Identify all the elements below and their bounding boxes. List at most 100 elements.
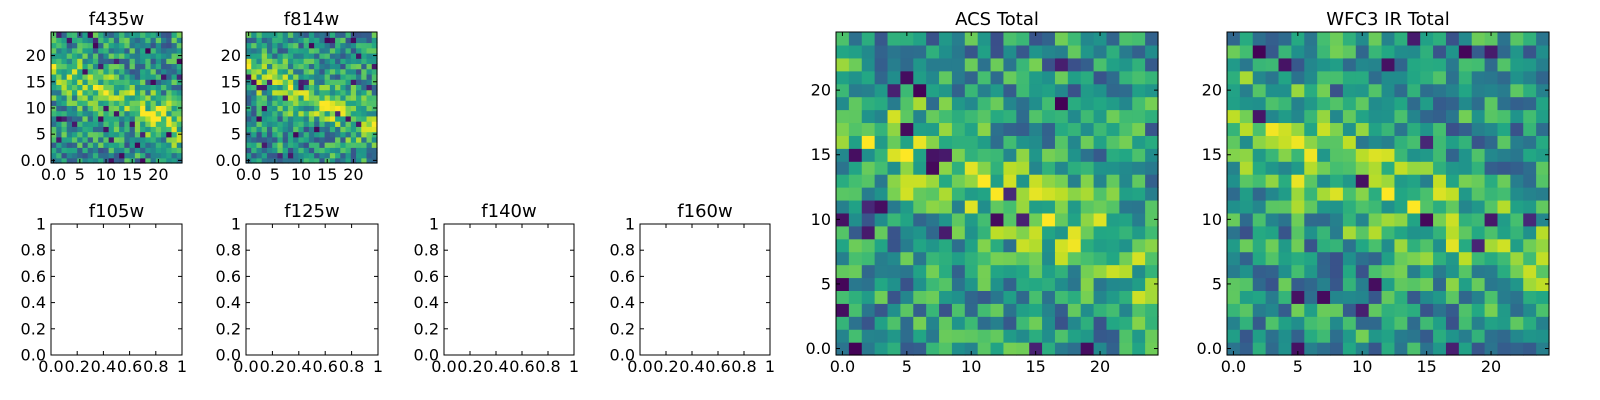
heatmap-cell xyxy=(340,63,347,70)
heatmap-cell xyxy=(1471,32,1486,46)
heatmap-cell xyxy=(51,121,57,127)
heatmap-cell xyxy=(913,212,927,227)
heatmap-cell xyxy=(1523,251,1537,266)
heatmap-cell xyxy=(1330,135,1344,149)
heatmap-cell xyxy=(1394,148,1408,162)
heatmap-cell xyxy=(836,329,850,343)
heatmap-cell xyxy=(900,32,914,46)
heatmap-cell xyxy=(71,37,78,44)
heatmap-cell xyxy=(1317,187,1331,201)
y-tick-label: 0.0 xyxy=(414,346,439,365)
heatmap-cell xyxy=(150,100,157,106)
heatmap-cell xyxy=(977,109,992,124)
heatmap-cell xyxy=(171,79,178,85)
heatmap-cell xyxy=(913,174,927,188)
heatmap-cell xyxy=(1145,199,1159,214)
heatmap-cell xyxy=(951,303,966,317)
heatmap-cell xyxy=(261,32,268,38)
heatmap-cell xyxy=(71,157,78,164)
heatmap-cell xyxy=(329,142,336,148)
heatmap-cell xyxy=(82,131,89,138)
heatmap-cell xyxy=(1016,83,1030,98)
heatmap-cell xyxy=(1080,277,1095,291)
heatmap-cell xyxy=(277,152,284,159)
heatmap-cell xyxy=(1317,70,1331,85)
heatmap-cell xyxy=(350,94,357,101)
x-tick-label: 5 xyxy=(1293,357,1303,376)
heatmap-cell xyxy=(1093,32,1108,46)
heatmap-cell xyxy=(1420,264,1434,279)
heatmap-cell xyxy=(1381,57,1396,72)
heatmap-cell xyxy=(1536,316,1550,330)
heatmap-cell xyxy=(1054,135,1069,149)
heatmap-cell xyxy=(1420,342,1434,356)
heatmap-cell xyxy=(1330,187,1344,201)
heatmap-cell xyxy=(350,100,357,106)
heatmap-cell xyxy=(129,52,136,59)
heatmap-cell xyxy=(848,57,863,72)
heatmap-cell xyxy=(129,42,136,49)
heatmap-cell xyxy=(1368,135,1383,149)
heatmap-cell xyxy=(1484,342,1499,356)
heatmap-cell xyxy=(1407,44,1421,59)
heatmap-cell xyxy=(951,342,966,356)
heatmap-cell xyxy=(56,58,63,65)
heatmap-cell xyxy=(171,142,178,148)
heatmap-cell xyxy=(340,58,347,65)
heatmap-cell xyxy=(103,115,110,122)
heatmap-cell xyxy=(124,89,131,96)
panel-title: f814w xyxy=(284,9,339,30)
heatmap-cell xyxy=(1029,251,1043,266)
x-tick-label: 5 xyxy=(75,165,85,184)
heatmap-cell xyxy=(145,73,152,80)
heatmap-cell xyxy=(345,84,352,91)
heatmap-cell xyxy=(1054,316,1069,330)
heatmap-cell xyxy=(277,37,284,44)
heatmap-cell xyxy=(1445,187,1460,201)
heatmap-cell xyxy=(345,126,352,133)
heatmap-cell xyxy=(1330,148,1344,162)
heatmap-cell xyxy=(129,73,136,80)
heatmap-cell xyxy=(61,63,68,70)
heatmap-cell xyxy=(874,122,889,136)
heatmap-cell xyxy=(1003,44,1017,59)
x-tick-label: 0.2 xyxy=(457,357,482,376)
heatmap-cell xyxy=(1317,264,1331,279)
heatmap-cell xyxy=(176,84,183,91)
heatmap-cell xyxy=(1265,70,1280,85)
heatmap-cell xyxy=(1132,161,1146,175)
heatmap-cell xyxy=(113,157,120,164)
heatmap-cell xyxy=(87,152,94,159)
heatmap-cell xyxy=(371,32,378,38)
heatmap-cell xyxy=(324,68,331,75)
heatmap-cell xyxy=(1291,32,1305,46)
heatmap-cell xyxy=(319,79,326,85)
heatmap-cell xyxy=(848,199,863,214)
heatmap-cell xyxy=(1003,290,1017,304)
heatmap-cell xyxy=(298,121,305,127)
heatmap-cell xyxy=(1433,161,1447,175)
heatmap-cell xyxy=(887,174,901,188)
heatmap-cell xyxy=(324,110,331,117)
heatmap-cell xyxy=(1355,303,1370,317)
heatmap-cell xyxy=(87,32,94,38)
heatmap-cell xyxy=(66,100,73,106)
heatmap-cell xyxy=(1227,161,1241,175)
heatmap-cell xyxy=(1067,199,1082,214)
y-tick-label: 15 xyxy=(811,145,831,164)
heatmap-cell xyxy=(272,147,279,154)
heatmap-cell xyxy=(1445,57,1460,72)
heatmap-cell xyxy=(56,68,63,75)
heatmap-cell xyxy=(1016,277,1030,291)
heatmap-cell xyxy=(171,131,178,138)
heatmap-cell xyxy=(319,52,326,59)
heatmap-cell xyxy=(1265,212,1280,227)
heatmap-cell xyxy=(98,47,104,54)
heatmap-cell xyxy=(1368,225,1383,240)
heatmap-cell xyxy=(1523,44,1537,59)
heatmap-cell xyxy=(1420,44,1434,59)
heatmap-cell xyxy=(293,89,299,96)
heatmap-cell xyxy=(119,147,125,154)
heatmap-cell xyxy=(951,316,966,330)
heatmap-cell xyxy=(1355,277,1370,291)
